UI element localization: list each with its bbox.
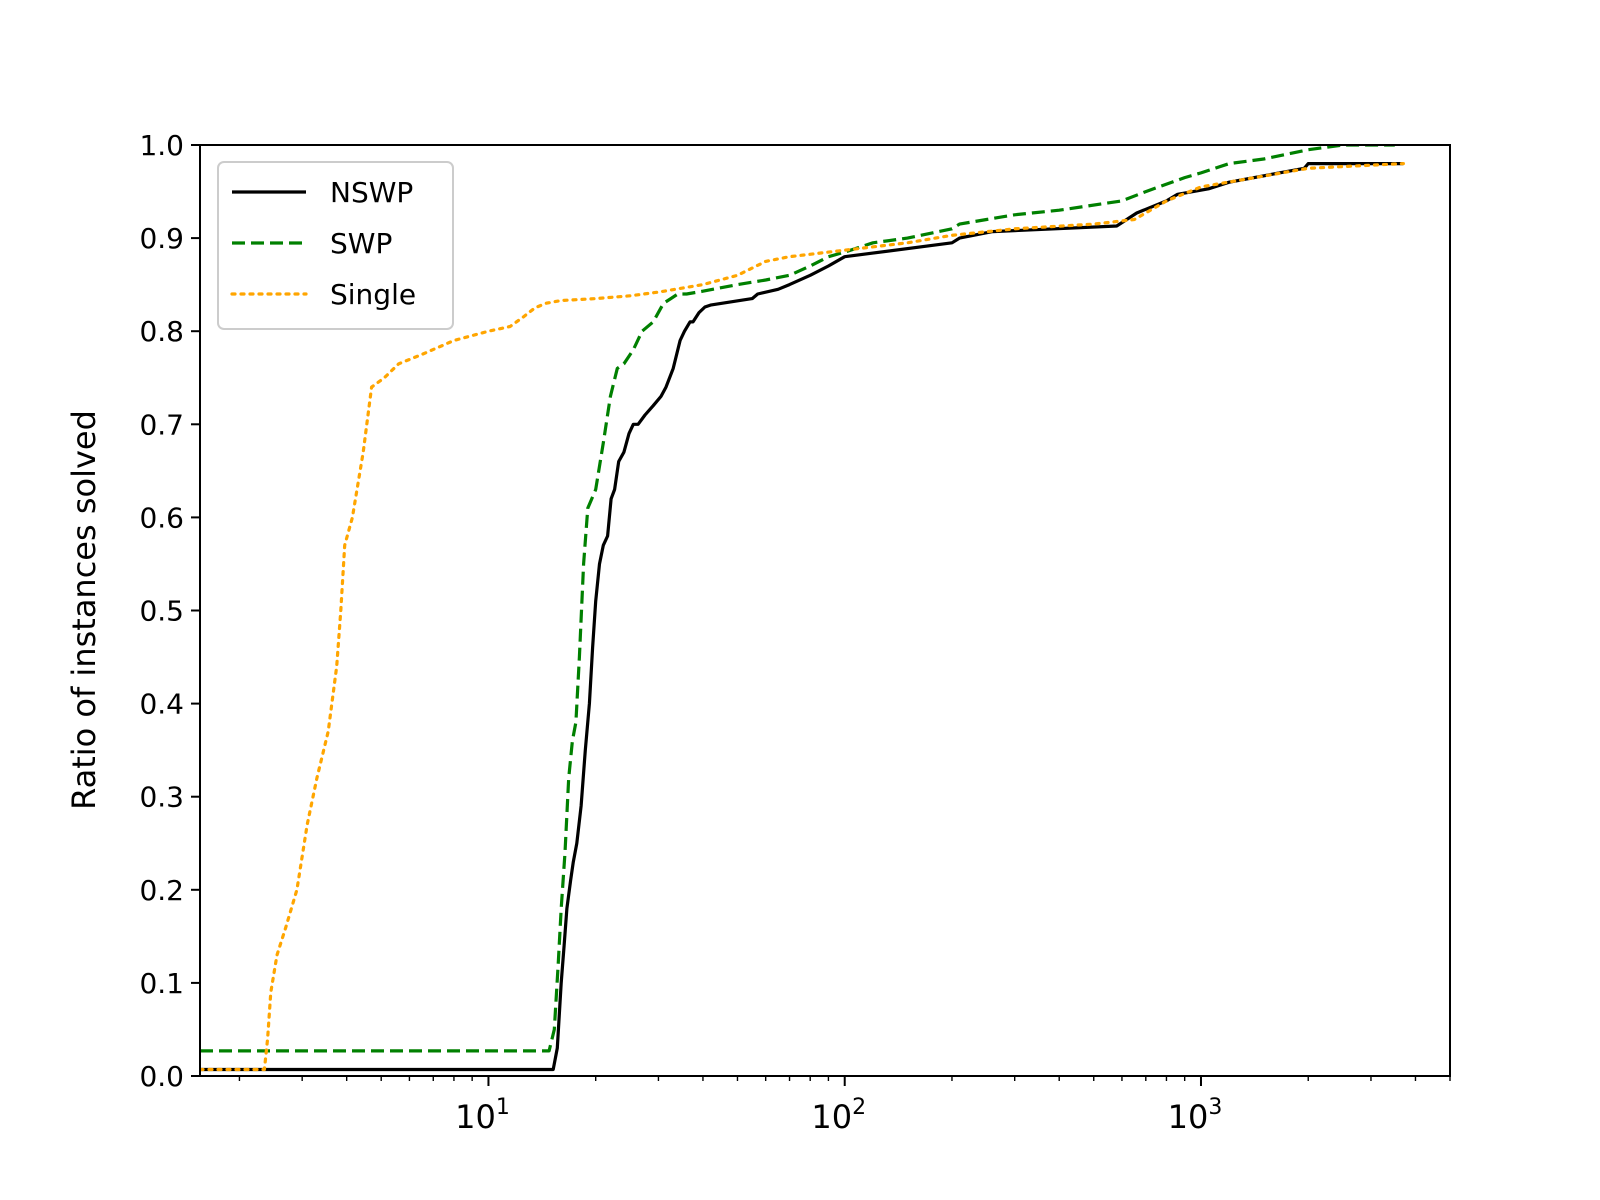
legend-label-nswp: NSWP xyxy=(330,176,413,209)
y-tick-label: 0.3 xyxy=(139,781,184,814)
x-axis: 101 102 103 xyxy=(238,1076,1451,1136)
y-tick-label: 0.2 xyxy=(139,874,184,907)
y-axis-label: Ratio of instances solved xyxy=(65,410,103,810)
legend-label-single: Single xyxy=(330,278,416,311)
x-tick-label: 103 xyxy=(1168,1095,1223,1136)
legend-box xyxy=(217,161,454,330)
series-layer xyxy=(200,145,1406,1072)
y-tick-label: 0.1 xyxy=(139,967,184,1000)
legend: NSWP SWP Single xyxy=(217,161,454,330)
y-tick-label: 0.4 xyxy=(139,688,184,721)
series-line-swp xyxy=(200,145,1395,1053)
y-tick-label: 0.8 xyxy=(139,315,184,348)
y-tick-label: 0.9 xyxy=(139,222,184,255)
y-axis: 0.0 0.1 0.2 0.3 0.4 0.5 0.6 0.7 0.8 0.9 1.0 xyxy=(139,129,200,1093)
x-tick-label: 101 xyxy=(455,1095,510,1136)
legend-label-swp: SWP xyxy=(330,227,392,260)
series-line-single xyxy=(200,162,1406,1072)
y-tick-label: 0.7 xyxy=(139,408,184,441)
x-tick-label: 102 xyxy=(811,1095,866,1136)
y-tick-label: 0.5 xyxy=(139,595,184,628)
y-tick-label: 0.6 xyxy=(139,501,184,534)
y-tick-label: 0.0 xyxy=(139,1060,184,1093)
y-tick-label: 1.0 xyxy=(139,129,184,162)
